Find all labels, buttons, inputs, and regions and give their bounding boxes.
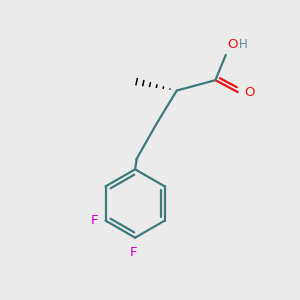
Text: F: F xyxy=(91,214,98,227)
Text: F: F xyxy=(130,246,137,259)
Text: H: H xyxy=(238,38,247,51)
Text: O: O xyxy=(227,38,238,51)
Text: O: O xyxy=(244,85,255,98)
